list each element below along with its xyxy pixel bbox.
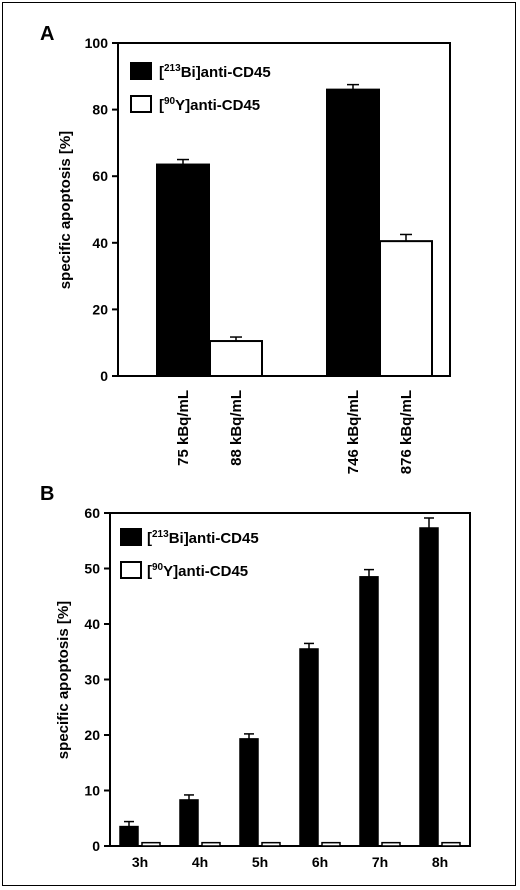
panel-b-bar-s0-1 xyxy=(179,799,199,847)
panel-b-bars xyxy=(119,517,461,847)
panel-a-plot-frame xyxy=(117,42,451,377)
panel-a-y-tick-label-4: 80 xyxy=(92,102,108,118)
panel-a-legend: [213Bi]anti-CD45 [90Y]anti-CD45 xyxy=(130,62,271,114)
panel-b-bar-s0-2 xyxy=(239,738,259,847)
panel-b-bar-s1-0 xyxy=(141,841,161,847)
panel-b-category-labels: 3h 4h 5h 6h 7h 8h xyxy=(132,854,448,870)
panel-b-category-label-1: 4h xyxy=(192,854,208,870)
panel-a-y-ticks: 0 20 40 60 80 100 xyxy=(85,35,118,384)
panel-b-category-label-0: 3h xyxy=(132,854,148,870)
panel-b-y-tick-label-5: 50 xyxy=(84,561,100,577)
panel-b-bar-s0-3 xyxy=(299,648,319,847)
panel-b-bar-s1-3 xyxy=(321,841,341,847)
panel-b-legend: [213Bi]anti-CD45 [90Y]anti-CD45 xyxy=(120,528,259,580)
panel-a-y-tick-label-3: 60 xyxy=(92,168,108,184)
panel-a-category-labels: 75 kBq/mL 88 kBq/mL 746 kBq/mL 876 kBq/mL xyxy=(175,390,415,474)
panel-a-category-label-1: 88 kBq/mL xyxy=(228,390,245,466)
panel-b-y-tick-label-2: 20 xyxy=(84,727,100,743)
panel-b-bar-s1-2 xyxy=(261,841,281,847)
panel-a: A specific apoptosis [%] 0 20 40 60 80 100 75… xyxy=(40,23,451,474)
panel-a-legend-label-1: [90Y]anti-CD45 xyxy=(159,96,260,114)
panel-a-legend-swatch-1 xyxy=(130,95,152,113)
panel-b-bar-s1-1 xyxy=(201,841,221,847)
panel-a-bar-3 xyxy=(379,240,433,377)
panel-a-category-label-2: 746 kBq/mL xyxy=(345,390,362,474)
panel-b-legend-swatch-1 xyxy=(120,561,142,579)
panel-b-y-ticks: 0 10 20 30 40 50 60 xyxy=(84,505,110,854)
panel-b-y-tick-label-4: 40 xyxy=(84,616,100,632)
panel-a-bar-1 xyxy=(209,340,263,378)
panel-a-letter: A xyxy=(40,23,54,45)
panel-b-y-axis-label: specific apoptosis [%] xyxy=(55,601,72,759)
panel-a-y-tick-label-0: 0 xyxy=(100,368,108,384)
panel-b-legend-label-0: [213Bi]anti-CD45 xyxy=(147,529,259,547)
panel-b-category-label-2: 5h xyxy=(252,854,268,870)
panel-b-y-tick-label-0: 0 xyxy=(92,838,100,854)
panel-b: B specific apoptosis [%] 0 10 20 30 40 50 60 3… xyxy=(40,483,471,870)
panel-a-y-tick-label-2: 40 xyxy=(92,235,108,251)
panel-a-y-tick-label-5: 100 xyxy=(85,35,109,51)
panel-a-y-axis-label: specific apoptosis [%] xyxy=(57,131,74,289)
panel-b-bar-s0-4 xyxy=(359,576,379,847)
panel-b-bar-s1-4 xyxy=(381,841,401,847)
panel-a-category-label-0: 75 kBq/mL xyxy=(175,390,192,466)
panel-b-bar-s0-0 xyxy=(119,825,139,847)
panel-a-y-tick-label-1: 20 xyxy=(92,301,108,317)
panel-b-category-label-4: 7h xyxy=(372,854,388,870)
panel-a-bar-0 xyxy=(156,163,210,377)
panel-b-bar-s1-5 xyxy=(441,841,461,847)
panel-b-y-tick-label-3: 30 xyxy=(84,672,100,688)
panel-b-category-label-5: 8h xyxy=(432,854,448,870)
panel-b-y-tick-label-6: 60 xyxy=(84,505,100,521)
panel-a-legend-label-0: [213Bi]anti-CD45 xyxy=(159,63,271,81)
panel-b-bar-s0-5 xyxy=(419,527,439,847)
panel-a-category-label-3: 876 kBq/mL xyxy=(398,390,415,474)
panel-a-bars xyxy=(156,83,433,378)
panel-b-letter: B xyxy=(40,483,54,505)
panel-b-y-tick-label-1: 10 xyxy=(84,783,100,799)
panel-b-legend-swatch-0 xyxy=(120,528,142,546)
panel-b-legend-label-1: [90Y]anti-CD45 xyxy=(147,562,248,580)
panel-a-bar-2 xyxy=(326,88,380,378)
panel-a-legend-swatch-0 xyxy=(130,62,152,80)
panel-b-category-label-3: 6h xyxy=(312,854,328,870)
